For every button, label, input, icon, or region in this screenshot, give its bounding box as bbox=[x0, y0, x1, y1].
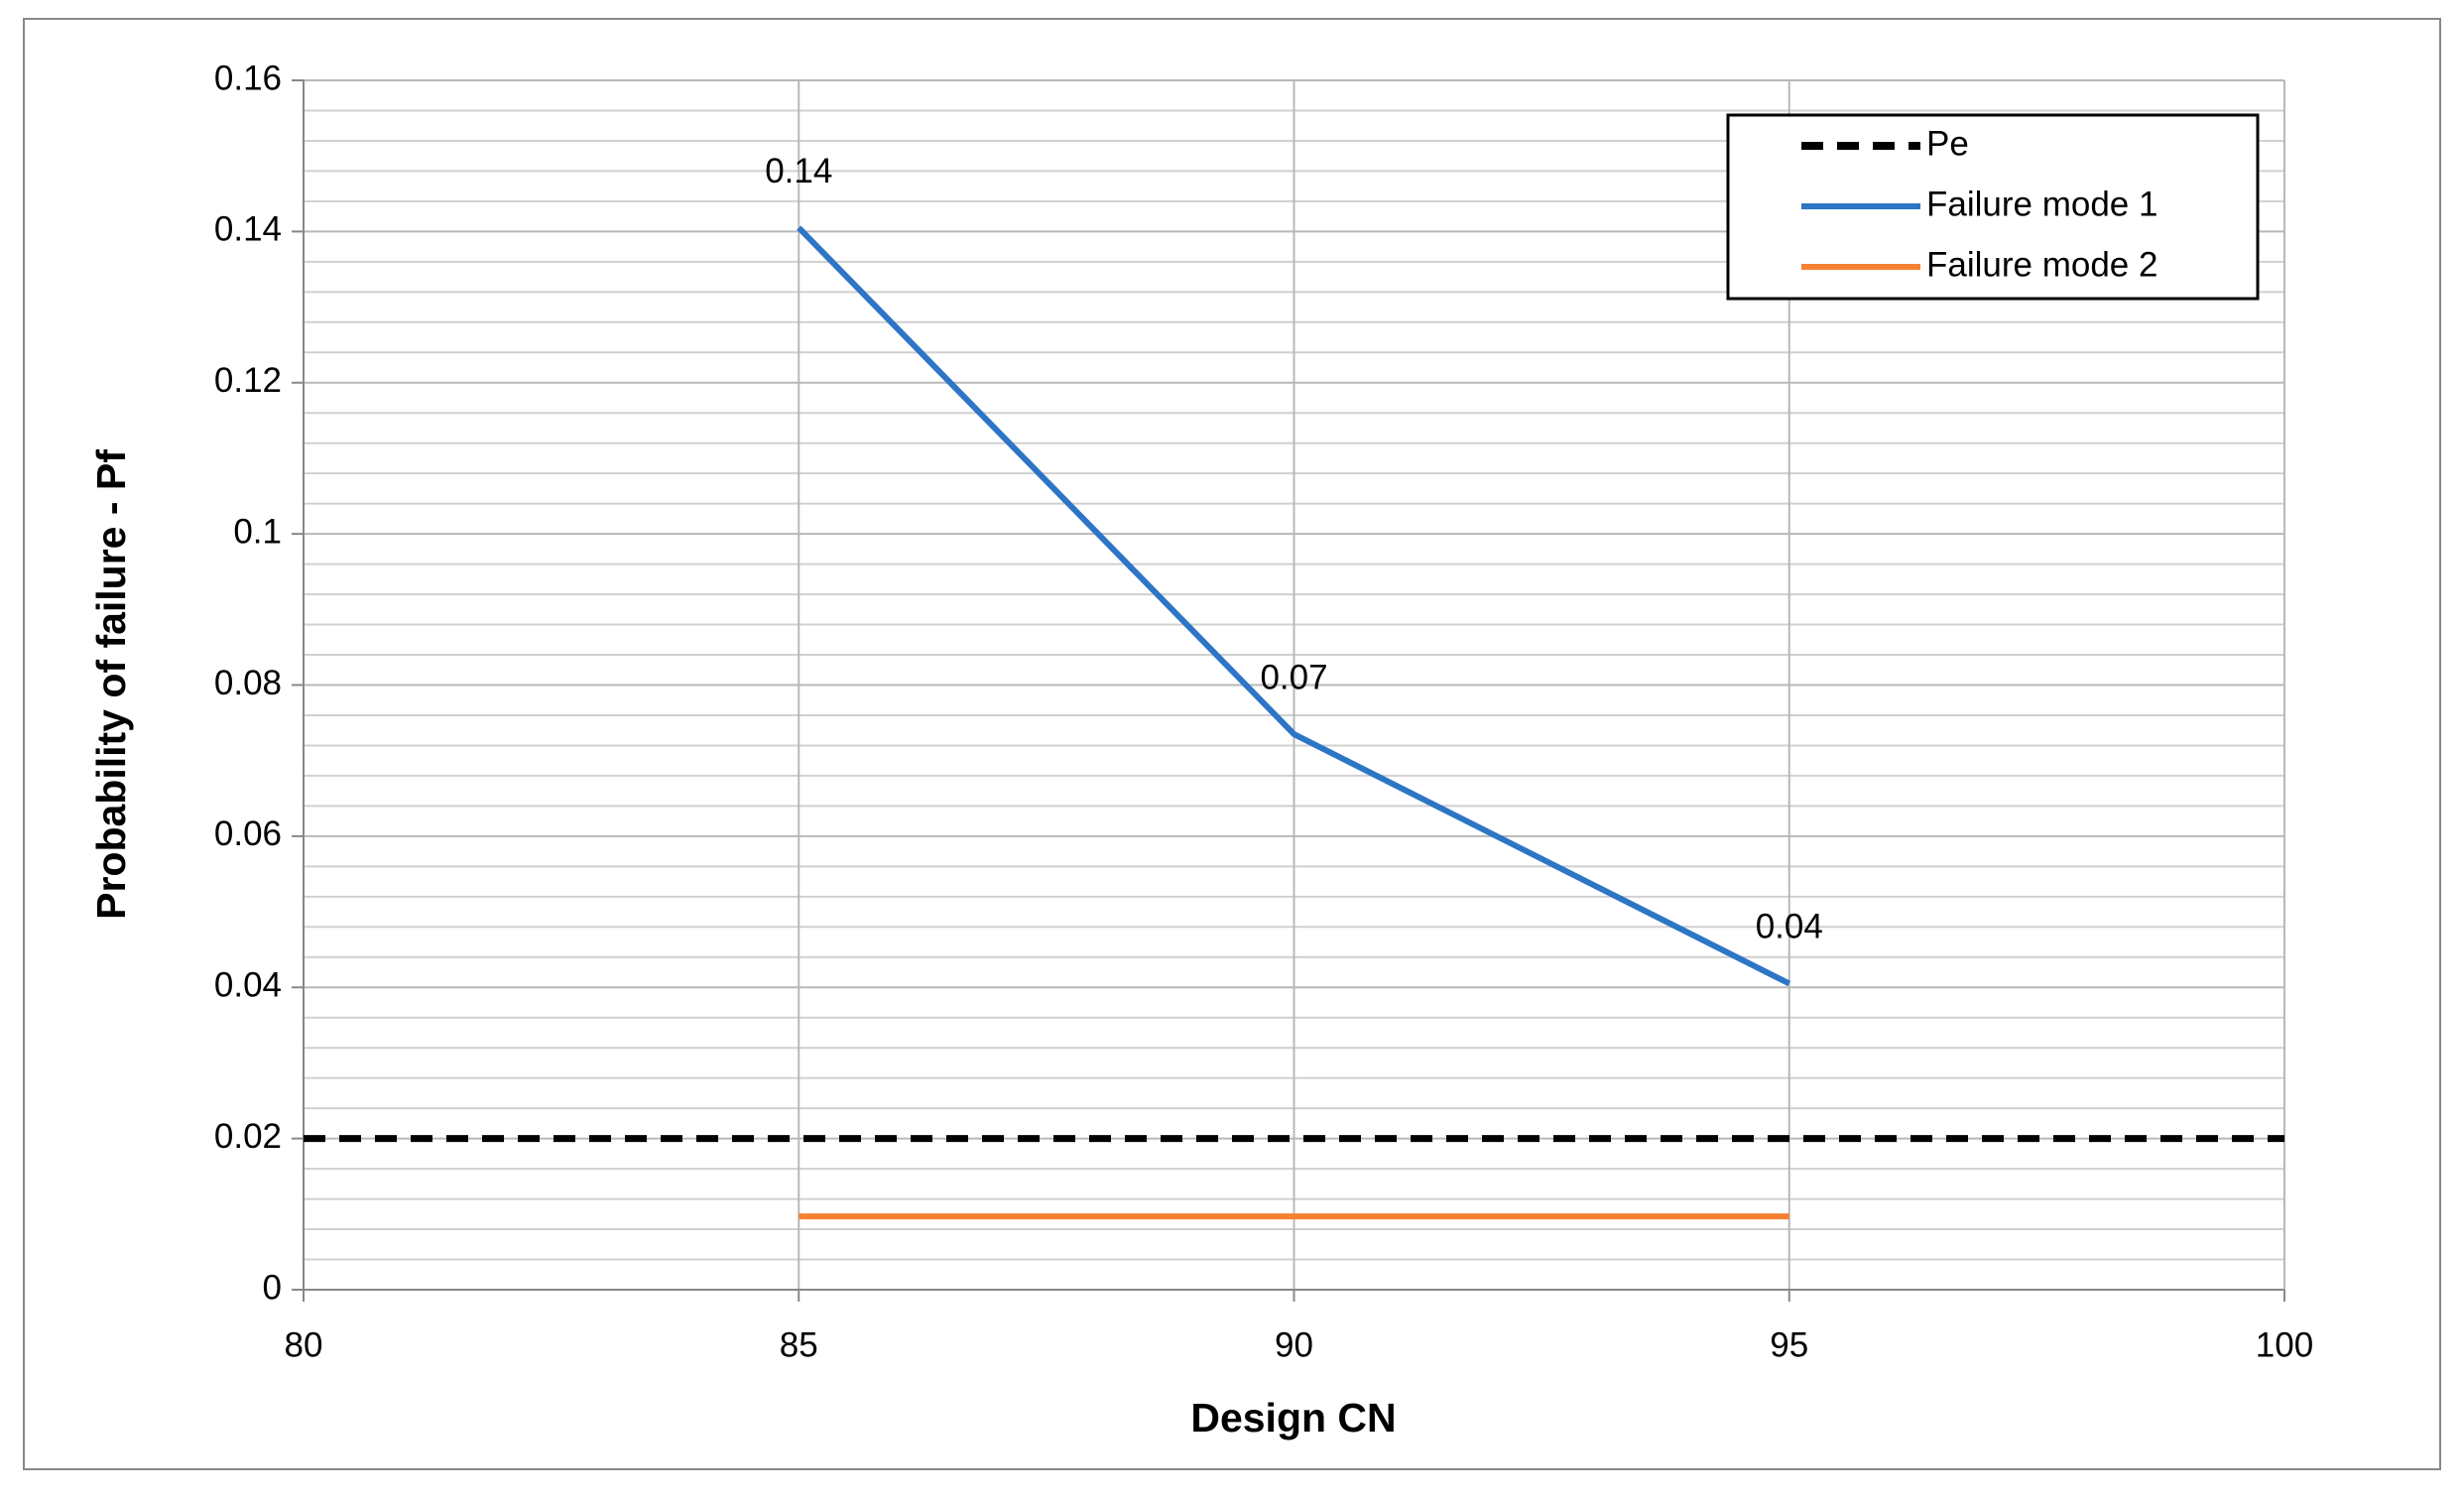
legend-label: Pe bbox=[1926, 124, 1969, 163]
y-tick-label: 0.04 bbox=[214, 966, 282, 1005]
series-line bbox=[797, 225, 1791, 987]
y-tick-label: 0.08 bbox=[214, 664, 282, 702]
x-tick-label: 80 bbox=[285, 1325, 323, 1364]
y-tick-label: 0.1 bbox=[233, 512, 282, 551]
y-tick-label: 0.06 bbox=[214, 814, 282, 853]
data-label: 0.14 bbox=[765, 152, 832, 190]
y-tick-label: 0.16 bbox=[214, 59, 282, 97]
y-axis-title: Probability of failure - Pf bbox=[88, 449, 134, 920]
y-tick-label: 0.02 bbox=[214, 1117, 282, 1156]
y-tick-label: 0.14 bbox=[214, 210, 282, 249]
data-label: 0.07 bbox=[1260, 658, 1327, 696]
data-label: 0.04 bbox=[1756, 908, 1823, 946]
x-tick-label: 85 bbox=[780, 1325, 818, 1364]
x-tick-label: 90 bbox=[1275, 1325, 1313, 1364]
x-axis-title: Design CN bbox=[1190, 1395, 1396, 1440]
x-tick-label: 100 bbox=[2256, 1325, 2313, 1364]
y-tick-label: 0 bbox=[263, 1268, 282, 1307]
x-tick-label: 95 bbox=[1770, 1325, 1808, 1364]
legend-label: Failure mode 2 bbox=[1926, 245, 2157, 284]
legend-label: Failure mode 1 bbox=[1926, 185, 2157, 223]
y-tick-label: 0.12 bbox=[214, 361, 282, 400]
